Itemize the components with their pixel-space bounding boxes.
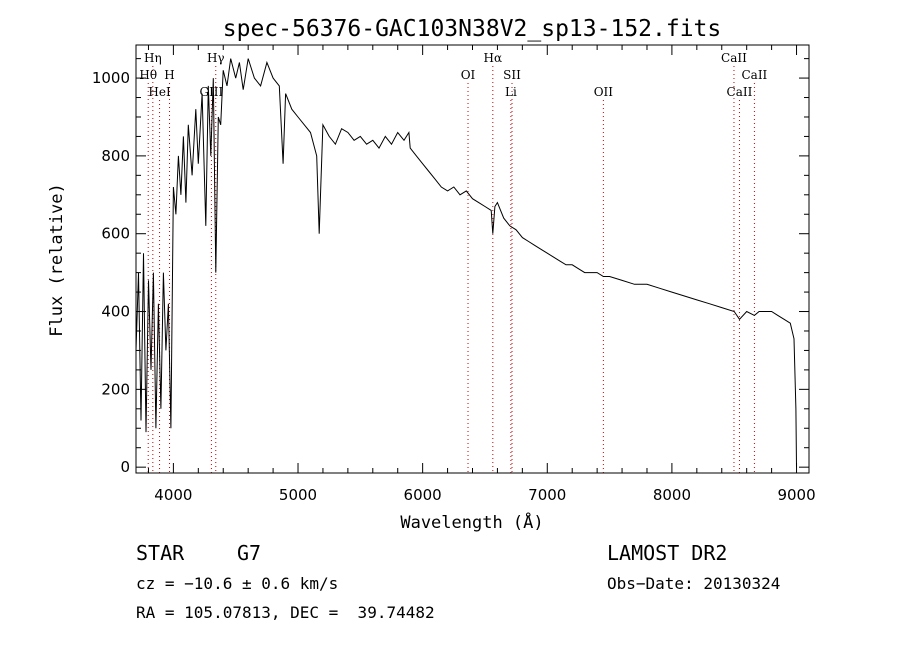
marker-label: HeI (148, 85, 171, 99)
observation-date: Obs−Date: 20130324 (607, 574, 781, 593)
marker-label: CaII (727, 85, 753, 99)
y-tick-label: 600 (101, 225, 130, 243)
marker-label: CaII (741, 68, 767, 82)
marker-label: SII (503, 68, 521, 82)
marker-label: Hη (144, 51, 162, 65)
x-tick-label: 9000 (777, 486, 815, 504)
object-class: STAR (136, 541, 185, 565)
x-tick-label: 7000 (528, 486, 566, 504)
x-tick-label: 6000 (404, 486, 442, 504)
marker-label: Hγ (207, 51, 225, 65)
redshift-cz: cz = −10.6 ± 0.6 km/s (136, 574, 339, 593)
x-tick-label: 5000 (279, 486, 317, 504)
spectrum-line (135, 58, 797, 468)
y-tick-label: 1000 (92, 69, 130, 87)
marker-label: Li (505, 85, 517, 99)
marker-label: CaII (721, 51, 747, 65)
y-tick-label: 200 (101, 380, 130, 398)
x-tick-label: 4000 (154, 486, 192, 504)
y-tick-label: 800 (101, 147, 130, 165)
y-tick-label: 400 (101, 303, 130, 321)
survey-label: LAMOST DR2 (607, 541, 728, 565)
chart-title: spec-56376-GAC103N38V2_sp13-152.fits (223, 16, 722, 42)
marker-label: H (164, 68, 174, 82)
object-subclass: G7 (237, 541, 262, 565)
marker-label: OI (461, 68, 476, 82)
marker-label: Hα (484, 51, 503, 65)
y-axis: 0 200 400 600 800 1000 (92, 58, 809, 476)
coordinates: RA = 105.07813, DEC = 39.74482 (136, 603, 435, 622)
x-axis-label: Wavelength (Å) (400, 511, 543, 533)
marker-label: OII (594, 85, 614, 99)
plot-frame (135, 44, 810, 474)
y-axis-label: Flux (relative) (47, 183, 67, 337)
x-tick-label: 8000 (653, 486, 691, 504)
marker-label: GIII (199, 85, 223, 99)
marker-label: Hθ (139, 68, 157, 82)
x-axis: 4000 5000 6000 7000 8000 9000 (147, 45, 816, 504)
y-tick-label: 0 (120, 458, 130, 476)
